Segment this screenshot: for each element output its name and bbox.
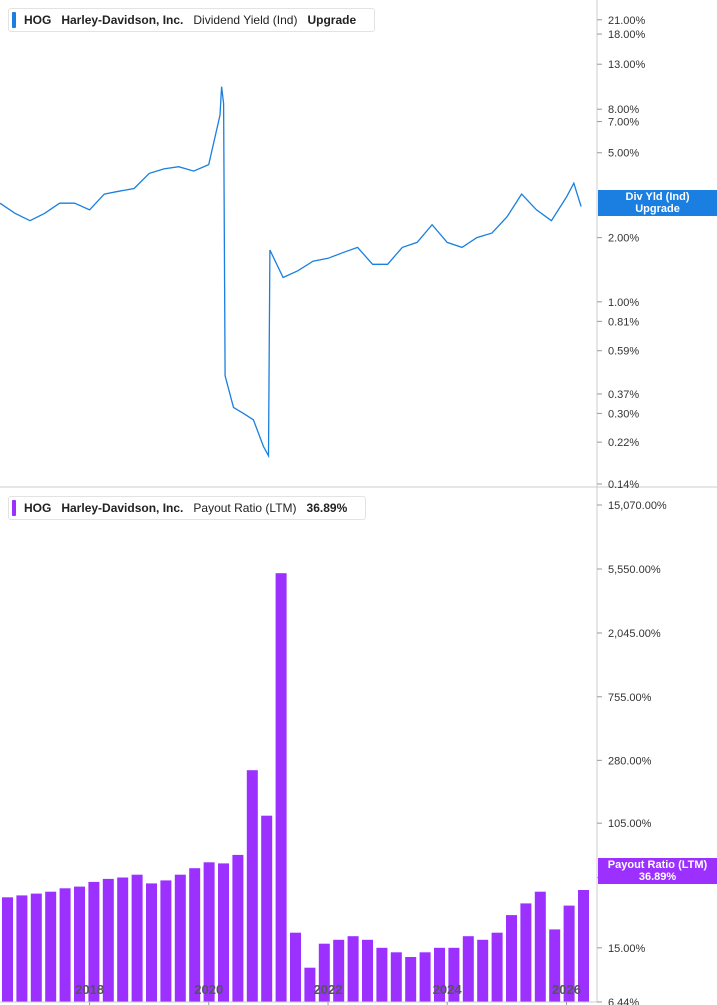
y-tick-label: 18.00% <box>608 29 646 41</box>
payout-ratio-bar <box>563 905 575 1002</box>
y-tick-label: 755.00% <box>608 692 652 704</box>
legend-ticker: HOG <box>24 501 52 515</box>
y-tick-label: 15,070.00% <box>608 500 667 512</box>
payout-ratio-bar <box>434 947 445 1002</box>
payout-ratio-bar <box>74 886 85 1002</box>
y-tick-label: 280.00% <box>608 755 652 767</box>
legend-company: Harley-Davidson, Inc. <box>61 501 184 515</box>
badge-label: Div Yld (Ind) <box>625 191 690 203</box>
x-tick-label: 2022 <box>314 982 343 997</box>
payout-ratio-bar <box>390 952 402 1002</box>
x-tick-label: 2026 <box>552 982 581 997</box>
payout-ratio-bar <box>578 890 589 1002</box>
badge-label: Payout Ratio (LTM) <box>607 859 708 871</box>
payout-ratio-bar <box>246 770 258 1002</box>
legend-swatch <box>12 12 16 28</box>
legend-swatch <box>12 500 16 516</box>
y-tick-label: 8.00% <box>608 104 639 116</box>
payout-ratio-badge: Payout Ratio (LTM) 36.89% <box>598 858 717 884</box>
payout-ratio-bar <box>131 874 143 1002</box>
y-tick-label: 105.00% <box>608 818 652 830</box>
payout-ratio-bar <box>491 932 503 1002</box>
y-tick-label: 21.00% <box>608 15 646 27</box>
dividend-yield-panel <box>0 86 582 459</box>
dividend-yield-legend[interactable]: HOG Harley-Davidson, Inc. Dividend Yield… <box>8 8 376 32</box>
payout-ratio-bar <box>462 936 474 1002</box>
payout-ratio-bar <box>146 883 157 1002</box>
y-tick-label: 0.81% <box>608 316 639 328</box>
y-tick-label: 0.37% <box>608 389 639 401</box>
y-tick-label: 0.30% <box>608 408 639 420</box>
payout-ratio-bar <box>2 897 13 1002</box>
dividend-yield-badge: Div Yld (Ind) Upgrade <box>598 190 717 216</box>
y-tick-label: 1.00% <box>608 297 639 309</box>
y-tick-label: 6.44% <box>608 997 639 1005</box>
payout-ratio-bar <box>362 939 373 1002</box>
x-tick-label: 2018 <box>75 982 104 997</box>
payout-ratio-bar <box>534 891 546 1002</box>
y-tick-label: 0.14% <box>608 479 639 491</box>
payout-ratio-bar <box>117 877 129 1002</box>
payout-ratio-bar <box>448 947 460 1002</box>
payout-ratio-bar <box>290 932 301 1002</box>
payout-ratio-bar <box>174 874 186 1002</box>
payout-ratio-legend[interactable]: HOG Harley-Davidson, Inc. Payout Ratio (… <box>8 496 367 520</box>
payout-ratio-bar <box>102 878 114 1002</box>
payout-ratio-bar <box>189 868 201 1002</box>
legend-metric: Payout Ratio (LTM) <box>193 501 297 515</box>
payout-ratio-bar <box>30 893 42 1002</box>
payout-ratio-bar <box>520 903 532 1002</box>
payout-ratio-bar <box>88 881 100 1002</box>
legend-company: Harley-Davidson, Inc. <box>61 13 184 27</box>
y-tick-label: 2,045.00% <box>608 628 661 640</box>
payout-ratio-bar <box>419 952 431 1002</box>
y-tick-label: 5.00% <box>608 148 639 160</box>
payout-ratio-bar <box>232 854 244 1002</box>
payout-ratio-bar <box>304 967 316 1002</box>
payout-ratio-bar <box>160 880 172 1002</box>
badge-value: 36.89% <box>638 871 677 883</box>
payout-ratio-bar <box>477 939 489 1002</box>
payout-ratio-bar <box>318 943 330 1002</box>
y-tick-label: 7.00% <box>608 117 639 129</box>
y-tick-label: 5,550.00% <box>608 564 661 576</box>
y-tick-label: 13.00% <box>608 59 646 71</box>
y-tick-label: 0.59% <box>608 346 639 358</box>
payout-ratio-bar <box>405 957 417 1002</box>
payout-ratio-bar <box>275 573 287 1002</box>
payout-ratio-bar <box>506 915 517 1002</box>
legend-value: 36.89% <box>306 501 348 515</box>
y-tick-label: 15.00% <box>608 943 646 955</box>
y-tick-label: 0.22% <box>608 437 639 449</box>
dividend-yield-line <box>0 86 582 459</box>
payout-ratio-bar <box>16 895 28 1002</box>
payout-ratio-panel <box>2 573 589 1002</box>
x-tick-label: 2024 <box>433 982 463 997</box>
payout-ratio-bar <box>333 939 345 1002</box>
legend-upgrade-link[interactable]: Upgrade <box>307 13 357 27</box>
payout-ratio-bar <box>261 815 273 1002</box>
legend-metric: Dividend Yield (Ind) <box>193 13 298 27</box>
payout-ratio-bar <box>218 863 229 1002</box>
y-tick-label: 2.00% <box>608 233 639 245</box>
payout-ratio-bar <box>549 929 561 1002</box>
payout-ratio-bar <box>347 936 359 1002</box>
payout-ratio-bar <box>59 888 71 1002</box>
payout-ratio-bar <box>376 947 388 1002</box>
payout-ratio-bar <box>45 891 57 1002</box>
x-tick-label: 2020 <box>194 982 223 997</box>
payout-ratio-bar <box>203 862 215 1002</box>
legend-ticker: HOG <box>24 13 52 27</box>
badge-value: Upgrade <box>635 203 680 215</box>
